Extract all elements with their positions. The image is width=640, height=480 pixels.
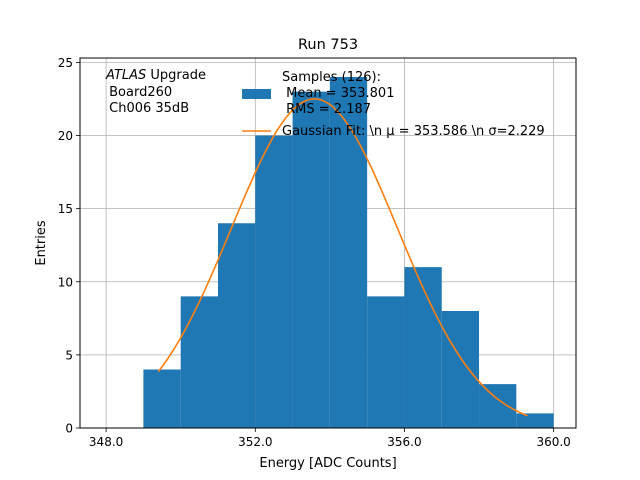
y-tick-label: 0 [65, 422, 73, 436]
legend: Samples (126): Mean = 353.801 RMS = 2.18… [242, 70, 545, 139]
y-axis-label: Entries [34, 220, 49, 266]
y-tick-label: 5 [65, 348, 73, 362]
legend-mean-label: Mean = 353.801 [282, 86, 394, 101]
channel-label: Ch006 35dB [105, 101, 189, 116]
x-tick-label: 360.0 [536, 435, 570, 449]
histogram-bars [143, 77, 554, 429]
histogram-bar [516, 413, 554, 428]
histogram-bar [479, 384, 517, 428]
histogram-bar [329, 77, 368, 429]
x-tick-label: 348.0 [89, 435, 123, 449]
histogram-bar [367, 296, 405, 428]
atlas-italic: ATLAS [105, 68, 146, 83]
x-tick-label: 352.0 [238, 435, 272, 449]
y-tick-label: 15 [58, 202, 73, 216]
chart-title: Run 753 [298, 37, 358, 53]
x-tick-label: 356.0 [387, 435, 421, 449]
histogram-bar [404, 267, 442, 428]
fit-curve [157, 98, 528, 417]
x-axis-ticks: 348.0 352.0 356.0 360.0 [89, 428, 571, 449]
legend-samples-label: Samples (126): [282, 70, 381, 85]
y-tick-label: 25 [58, 56, 73, 70]
histogram-bar [292, 91, 330, 429]
y-tick-label: 10 [58, 275, 73, 289]
legend-fit-label: Gaussian Fit: \n μ = 353.586 \n σ=2.229 [282, 124, 545, 139]
y-tick-label: 20 [58, 129, 73, 143]
legend-hist-swatch [242, 89, 271, 99]
legend-rms-label: RMS = 2.187 [282, 102, 371, 117]
board-label: Board260 [105, 85, 172, 100]
x-axis-label: Energy [ADC Counts] [259, 456, 396, 471]
plot-frame [79, 57, 577, 429]
atlas-upgrade: Upgrade [146, 68, 206, 83]
histogram-bar [180, 296, 218, 428]
histogram-bar [143, 369, 181, 428]
atlas-label: ATLAS Upgrade [105, 68, 206, 83]
histogram-bar [255, 135, 293, 428]
gaussian-fit [157, 98, 528, 417]
histogram-bar [217, 223, 256, 428]
histogram-bar [441, 311, 480, 428]
y-axis-ticks: 0 5 10 15 20 25 [58, 56, 80, 436]
